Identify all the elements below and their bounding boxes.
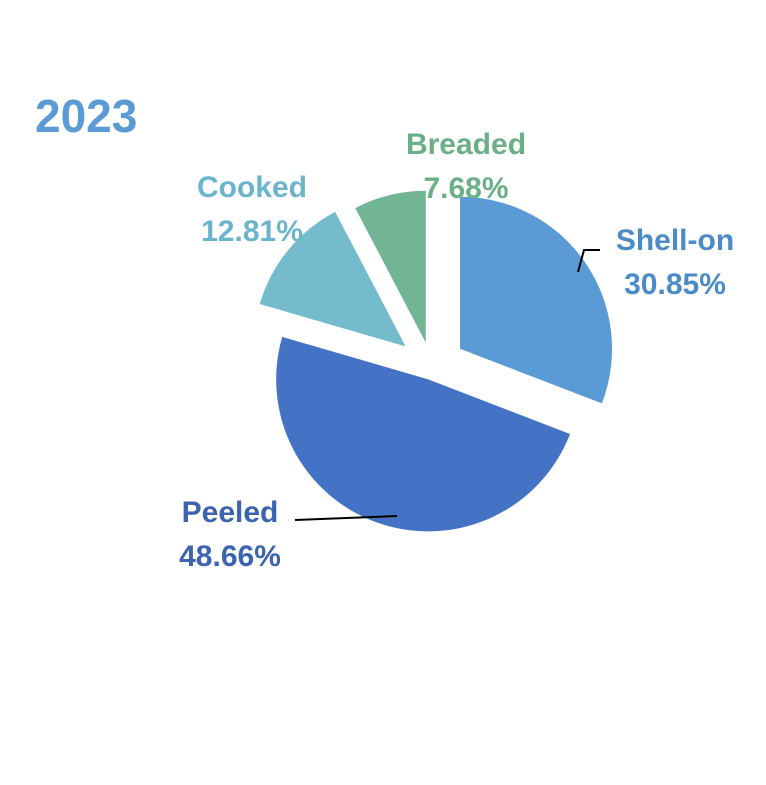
leader-lines: [294, 249, 600, 521]
chart-title: 2023: [35, 90, 137, 142]
slice-value-label: 7.68%: [423, 172, 508, 205]
slice-label: Peeled: [182, 496, 279, 529]
slice-value-label: 48.66%: [179, 540, 281, 573]
data-labels: Shell-on 30.85% Peeled 48.66% Cooked 12.81% Br…: [179, 128, 734, 573]
leader-line-shell-on: [577, 249, 600, 273]
slice-cooked: [259, 211, 406, 347]
slice-breaded: [355, 190, 426, 343]
slice-label: Shell-on: [616, 224, 734, 257]
slice-peeled: [276, 336, 571, 532]
slice-label: Cooked: [197, 171, 307, 204]
leader-line-peeled: [294, 515, 398, 521]
pie-slices: [259, 190, 613, 532]
slice-value-label: 30.85%: [624, 268, 726, 301]
slice-label: Breaded: [406, 128, 526, 161]
slice-shell-on: [460, 196, 613, 404]
slice-value-label: 12.81%: [201, 215, 303, 248]
